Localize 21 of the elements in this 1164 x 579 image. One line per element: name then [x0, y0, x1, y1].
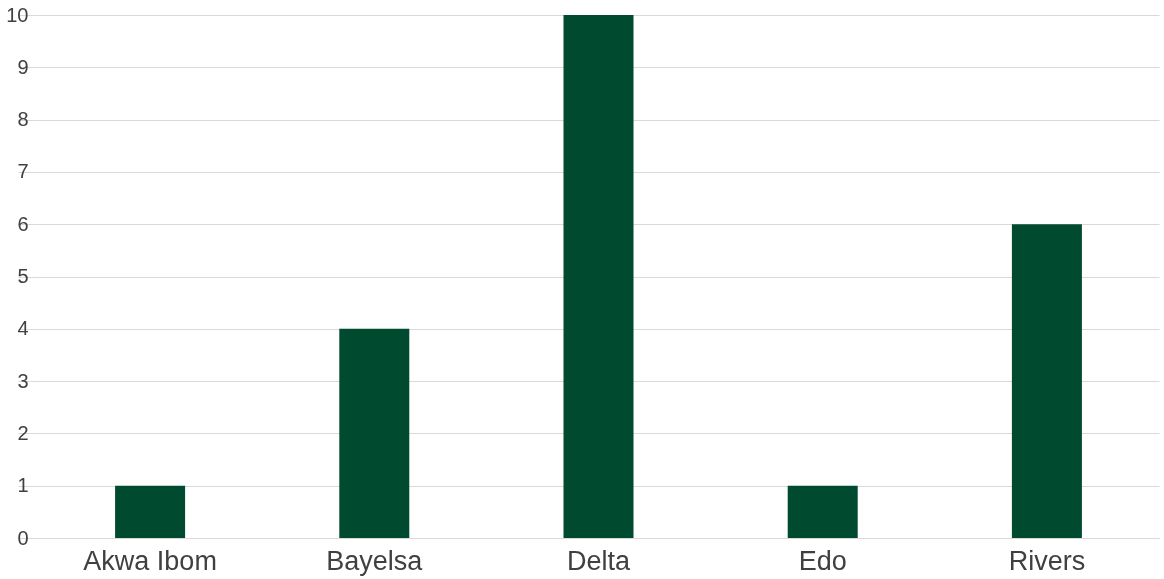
bar — [563, 15, 634, 538]
x-tick-label: Rivers — [1008, 545, 1086, 576]
y-tick-label: 6 — [17, 212, 29, 235]
bar — [1011, 224, 1082, 538]
x-tick-label: Delta — [566, 545, 631, 576]
bar — [787, 485, 858, 538]
y-tick-label: 4 — [17, 317, 29, 340]
y-tick-label: 1 — [17, 474, 29, 497]
x-tick-label: Bayelsa — [326, 545, 424, 576]
y-tick-label: 3 — [17, 369, 29, 392]
x-tick-label: Akwa Ibom — [83, 545, 217, 576]
y-tick-label: 9 — [17, 55, 29, 78]
y-tick-label: 8 — [17, 108, 29, 131]
y-tick-label: 10 — [6, 3, 29, 26]
bar — [115, 485, 186, 538]
x-tick-label: Edo — [798, 545, 847, 576]
bar — [339, 328, 410, 538]
y-tick-label: 7 — [17, 160, 29, 183]
y-tick-label: 2 — [17, 421, 29, 444]
y-tick-label: 5 — [17, 265, 29, 287]
y-tick-label: 0 — [17, 526, 29, 549]
